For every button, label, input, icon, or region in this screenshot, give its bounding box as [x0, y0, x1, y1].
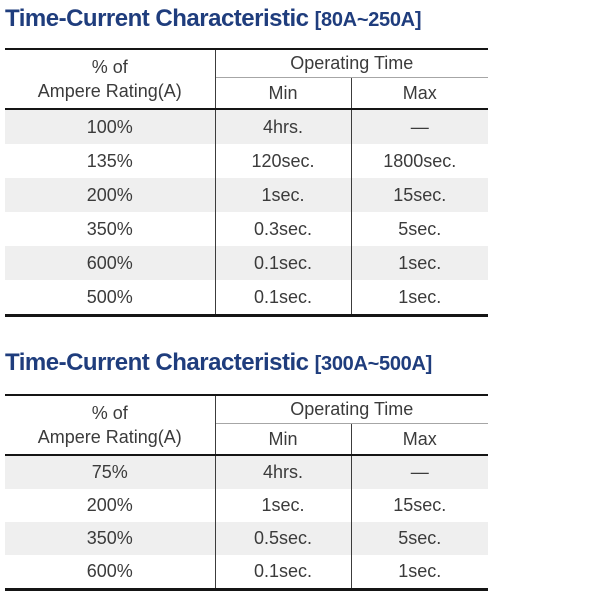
rating-cell: 75%: [5, 455, 216, 489]
section-title-300a-500a: Time-Current Characteristic [300A~500A]: [5, 349, 488, 378]
min-cell: 1sec.: [215, 489, 352, 522]
table-row: 500% 0.1sec. 1sec.: [5, 280, 488, 316]
rating-cell: 600%: [5, 246, 216, 280]
min-cell: 0.3sec.: [215, 212, 352, 246]
rating-cell: 350%: [5, 522, 216, 555]
max-cell: —: [410, 116, 429, 137]
min-cell: 4hrs.: [215, 455, 352, 489]
rating-header-line1: % of: [91, 403, 128, 423]
col-header-max: Max: [402, 82, 437, 103]
tcc-table-80a-250a: % of Ampere Rating(A) Operating Time Min…: [5, 48, 488, 317]
table-body: 75% 4hrs. — 200% 1sec. 15sec. 350% 0.5se…: [5, 455, 488, 590]
col-header-ampere-rating: % of Ampere Rating(A): [5, 49, 216, 109]
rating-cell: 200%: [5, 178, 216, 212]
max-cell: 15sec.: [393, 184, 447, 205]
table-row: 200% 1sec. 15sec.: [5, 489, 488, 522]
col-header-min: Min: [215, 77, 352, 109]
rating-cell: 500%: [5, 280, 216, 316]
header-row-minmax: Min Max: [5, 423, 488, 455]
min-cell: 1sec.: [215, 178, 352, 212]
min-cell: 0.1sec.: [215, 246, 352, 280]
rating-cell: 600%: [5, 555, 216, 590]
col-header-operating-time: Operating Time: [215, 395, 488, 424]
max-cell: 5sec.: [398, 218, 442, 239]
rating-header-line2: Ampere Rating(A): [37, 427, 182, 447]
table-row: 100% 4hrs. —: [5, 109, 488, 144]
table-row: 350% 0.3sec. 5sec.: [5, 212, 488, 246]
rating-header-line2: Ampere Rating(A): [37, 81, 182, 101]
max-cell: 1sec.: [398, 286, 442, 307]
section-300a-500a: Time-Current Characteristic [300A~500A] …: [5, 349, 488, 591]
max-cell: 1800sec.: [383, 150, 457, 171]
max-cell: 1sec.: [398, 561, 442, 581]
max-cell: 1sec.: [398, 252, 442, 273]
table-row: 135% 120sec. 1800sec.: [5, 144, 488, 178]
table-row: 200% 1sec. 15sec.: [5, 178, 488, 212]
title-text: Time-Current Characteristic: [5, 5, 309, 32]
table-row: 350% 0.5sec. 5sec.: [5, 522, 488, 555]
header-row-group: % of Ampere Rating(A) Operating Time: [5, 49, 488, 109]
header-row-group: % of Ampere Rating(A) Operating Time: [5, 395, 488, 455]
max-cell: —: [410, 462, 429, 482]
rating-header-line1: % of: [91, 57, 128, 77]
col-header-max: Max: [402, 428, 437, 449]
page: Time-Current Characteristic [80A~250A] %…: [5, 5, 488, 591]
table-header: % of Ampere Rating(A) Operating Time Min…: [5, 49, 488, 109]
col-header-ampere-rating: % of Ampere Rating(A): [5, 395, 216, 455]
table-header: % of Ampere Rating(A) Operating Time Min…: [5, 395, 488, 455]
max-cell: 15sec.: [393, 495, 447, 515]
title-text: Time-Current Characteristic: [5, 349, 309, 376]
header-row-minmax: Min Max: [5, 77, 488, 109]
max-cell: 5sec.: [398, 528, 442, 548]
rating-cell: 350%: [5, 212, 216, 246]
title-range: [300A~500A]: [314, 353, 433, 375]
rating-cell: 200%: [5, 489, 216, 522]
col-header-operating-time: Operating Time: [215, 49, 488, 78]
tcc-table-300a-500a: % of Ampere Rating(A) Operating Time Min…: [5, 394, 488, 591]
min-cell: 4hrs.: [215, 109, 352, 144]
min-cell: 0.1sec.: [215, 280, 352, 316]
section-80a-250a: Time-Current Characteristic [80A~250A] %…: [5, 5, 488, 317]
min-cell: 0.5sec.: [215, 522, 352, 555]
min-cell: 0.1sec.: [215, 555, 352, 590]
table-row: 600% 0.1sec. 1sec.: [5, 555, 488, 590]
table-row: 600% 0.1sec. 1sec.: [5, 246, 488, 280]
rating-cell: 135%: [5, 144, 216, 178]
table-row: 75% 4hrs. —: [5, 455, 488, 489]
table-body: 100% 4hrs. — 135% 120sec. 1800sec. 200% …: [5, 109, 488, 316]
rating-cell: 100%: [5, 109, 216, 144]
min-cell: 120sec.: [215, 144, 352, 178]
section-title-80a-250a: Time-Current Characteristic [80A~250A]: [5, 5, 488, 34]
title-range: [80A~250A]: [314, 9, 422, 31]
col-header-min: Min: [215, 423, 352, 455]
